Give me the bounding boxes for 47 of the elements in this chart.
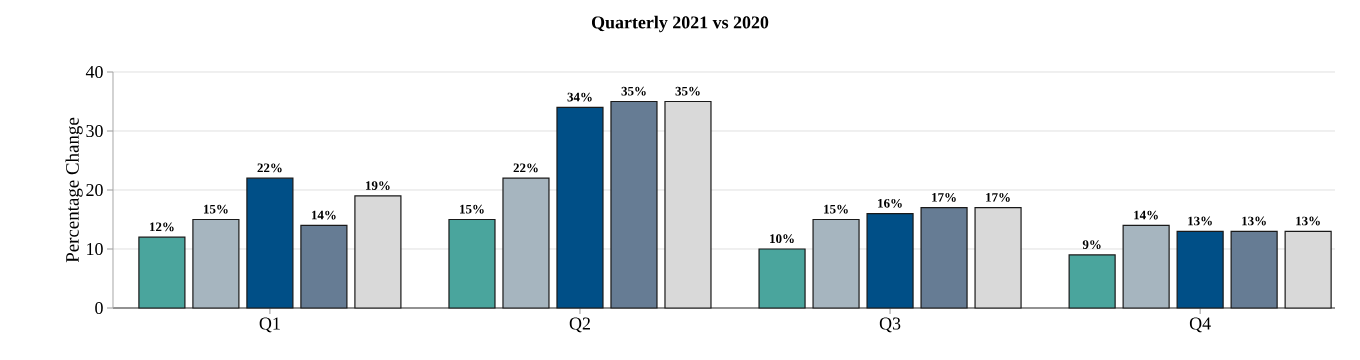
data-label: 12% bbox=[149, 222, 174, 232]
bar bbox=[1176, 230, 1224, 309]
bar bbox=[192, 218, 240, 309]
bar bbox=[138, 236, 186, 309]
bar bbox=[502, 177, 550, 309]
y-tick-label: 40 bbox=[85, 65, 103, 79]
bar bbox=[1122, 224, 1170, 309]
data-label: 9% bbox=[1082, 240, 1101, 249]
y-tick-label: 0 bbox=[95, 301, 103, 315]
y-tick-label: 20 bbox=[86, 183, 103, 197]
bar bbox=[556, 106, 604, 309]
bar bbox=[758, 248, 806, 309]
bar bbox=[246, 177, 294, 309]
data-label: 19% bbox=[365, 181, 390, 190]
bar bbox=[1230, 230, 1278, 309]
x-tick-label: Q4 bbox=[1189, 317, 1211, 333]
data-label: 17% bbox=[932, 193, 956, 202]
bar bbox=[300, 224, 348, 309]
data-label: 13% bbox=[1242, 216, 1266, 226]
data-label: 16% bbox=[878, 198, 902, 208]
bar bbox=[812, 218, 860, 309]
data-label: 15% bbox=[824, 204, 848, 214]
bar bbox=[866, 213, 914, 309]
bar bbox=[448, 218, 496, 309]
data-label: 13% bbox=[1296, 216, 1320, 226]
data-label: 35% bbox=[675, 86, 700, 96]
data-label: 34% bbox=[567, 92, 592, 102]
y-tick-label: 10 bbox=[87, 242, 103, 256]
bar bbox=[920, 207, 968, 309]
x-tick-label: Q1 bbox=[259, 317, 280, 333]
y-axis-title: Percentage Change bbox=[65, 117, 83, 263]
data-label: 35% bbox=[621, 86, 646, 96]
x-tick-label: Q2 bbox=[569, 317, 590, 333]
x-tick-label: Q3 bbox=[879, 317, 901, 333]
data-label: 17% bbox=[986, 193, 1010, 202]
data-label: 14% bbox=[311, 210, 336, 220]
data-label: 22% bbox=[257, 163, 282, 173]
chart-title: Quarterly 2021 vs 2020 bbox=[591, 15, 769, 33]
y-tick-label: 30 bbox=[86, 124, 103, 138]
data-label: 13% bbox=[1188, 216, 1212, 226]
data-label: 10% bbox=[770, 234, 794, 244]
bar bbox=[610, 100, 658, 309]
data-label: 15% bbox=[203, 204, 228, 214]
bar bbox=[1068, 254, 1116, 309]
data-label: 14% bbox=[1134, 210, 1158, 220]
data-label: 15% bbox=[460, 204, 484, 214]
data-label: 22% bbox=[513, 163, 538, 173]
